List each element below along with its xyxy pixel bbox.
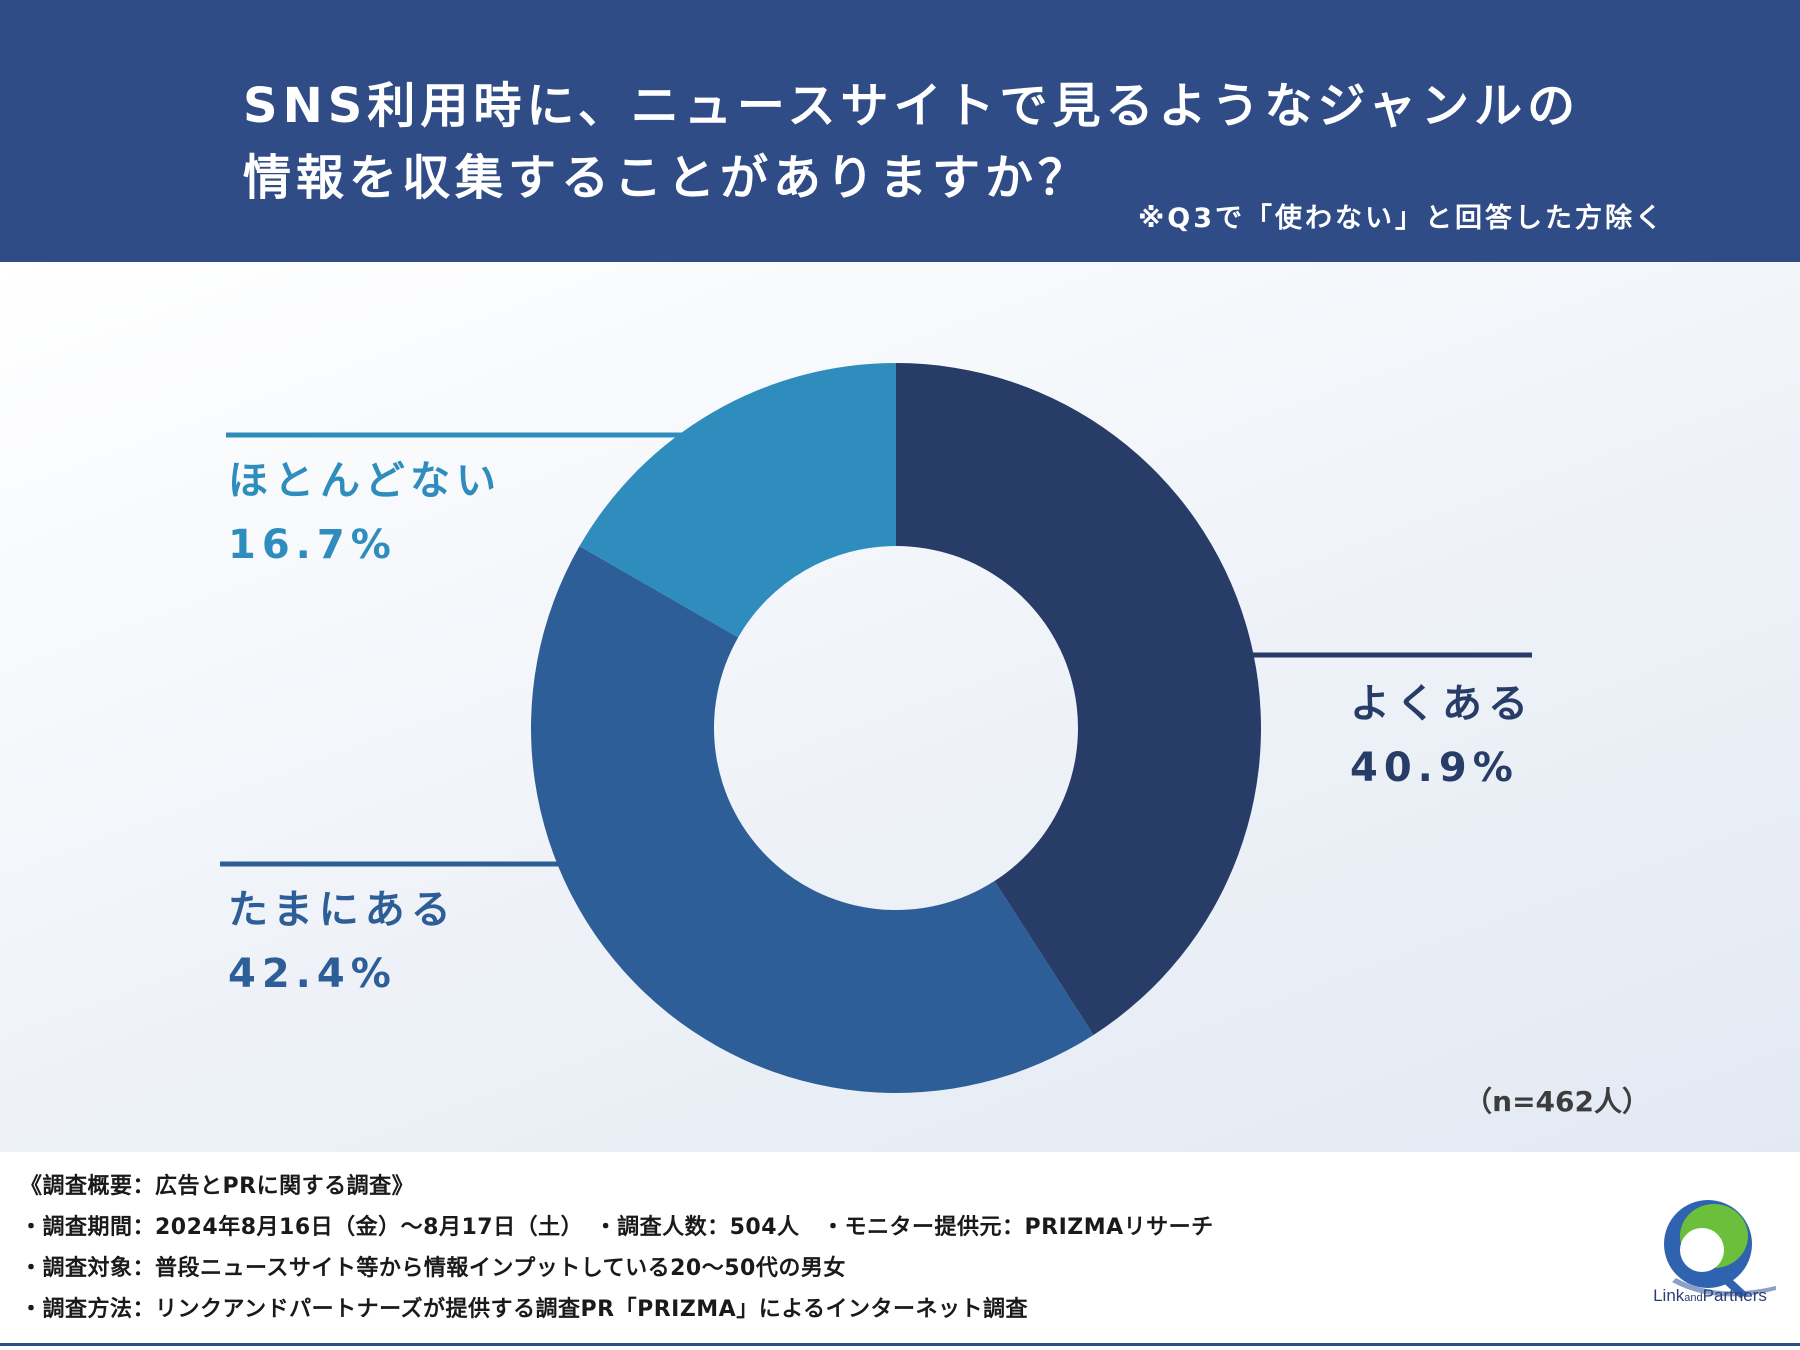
slice-label-sometimes: たまにある 42.4% bbox=[228, 880, 457, 1004]
donut-slice-sometimes bbox=[530, 546, 1094, 1094]
logo-name-link: Link bbox=[1653, 1286, 1685, 1305]
slice-label-often-value: 40.9% bbox=[1350, 745, 1519, 791]
survey-method: ・調査方法：リンクアンドパートナーズが提供する調査PR「PRIZMA」によるイン… bbox=[20, 1297, 1029, 1322]
slice-label-sometimes-text: たまにある bbox=[228, 887, 457, 933]
header-banner: SNS利用時に、ニュースサイトで見るようなジャンルの 情報を収集することがありま… bbox=[0, 0, 1800, 262]
survey-heading: 《調査概要：広告とPRに関する調査》 bbox=[20, 1174, 415, 1199]
slice-label-rarely-value: 16.7% bbox=[228, 522, 397, 568]
donut-slice-often bbox=[896, 363, 1261, 1035]
donut-slice-rarely bbox=[579, 363, 896, 638]
chart-title: SNS利用時に、ニュースサイトで見るようなジャンルの 情報を収集することがありま… bbox=[243, 70, 1643, 214]
survey-overview: 《調査概要：広告とPRに関する調査》 ・調査期間：2024年8月16日（金）〜8… bbox=[0, 1152, 1800, 1350]
logo-text: LinkandPartners bbox=[1640, 1286, 1780, 1306]
exclusion-note: ※Q3で「使わない」と回答した方除く bbox=[1138, 203, 1665, 234]
slice-label-often: よくある 40.9% bbox=[1350, 674, 1534, 798]
sample-size: （n=462人） bbox=[1464, 1085, 1650, 1118]
logo-name-partners: Partners bbox=[1702, 1286, 1767, 1305]
title-line-2: 情報を収集することがありますか？ bbox=[243, 150, 1092, 206]
logo-name-and: and bbox=[1684, 1292, 1703, 1304]
donut-chart bbox=[220, 363, 1532, 1094]
bottom-rule bbox=[0, 1343, 1800, 1346]
chart-area: よくある 40.9% たまにある 42.4% ほとんどない 16.7% （n=4… bbox=[0, 262, 1800, 1152]
slice-label-rarely: ほとんどない 16.7% bbox=[228, 451, 502, 575]
survey-period: ・調査期間：2024年8月16日（金）〜8月17日（土） ・調査人数：504人 … bbox=[20, 1215, 1214, 1240]
survey-target: ・調査対象：普段ニュースサイト等から情報インプットしている20〜50代の男女 bbox=[20, 1256, 846, 1281]
title-line-1: SNS利用時に、ニュースサイトで見るようなジャンルの bbox=[243, 78, 1581, 134]
link-and-partners-logo-icon bbox=[1664, 1200, 1776, 1298]
slice-label-sometimes-value: 42.4% bbox=[228, 951, 397, 997]
slice-label-rarely-text: ほとんどない bbox=[228, 458, 502, 504]
slice-label-often-text: よくある bbox=[1350, 681, 1534, 727]
